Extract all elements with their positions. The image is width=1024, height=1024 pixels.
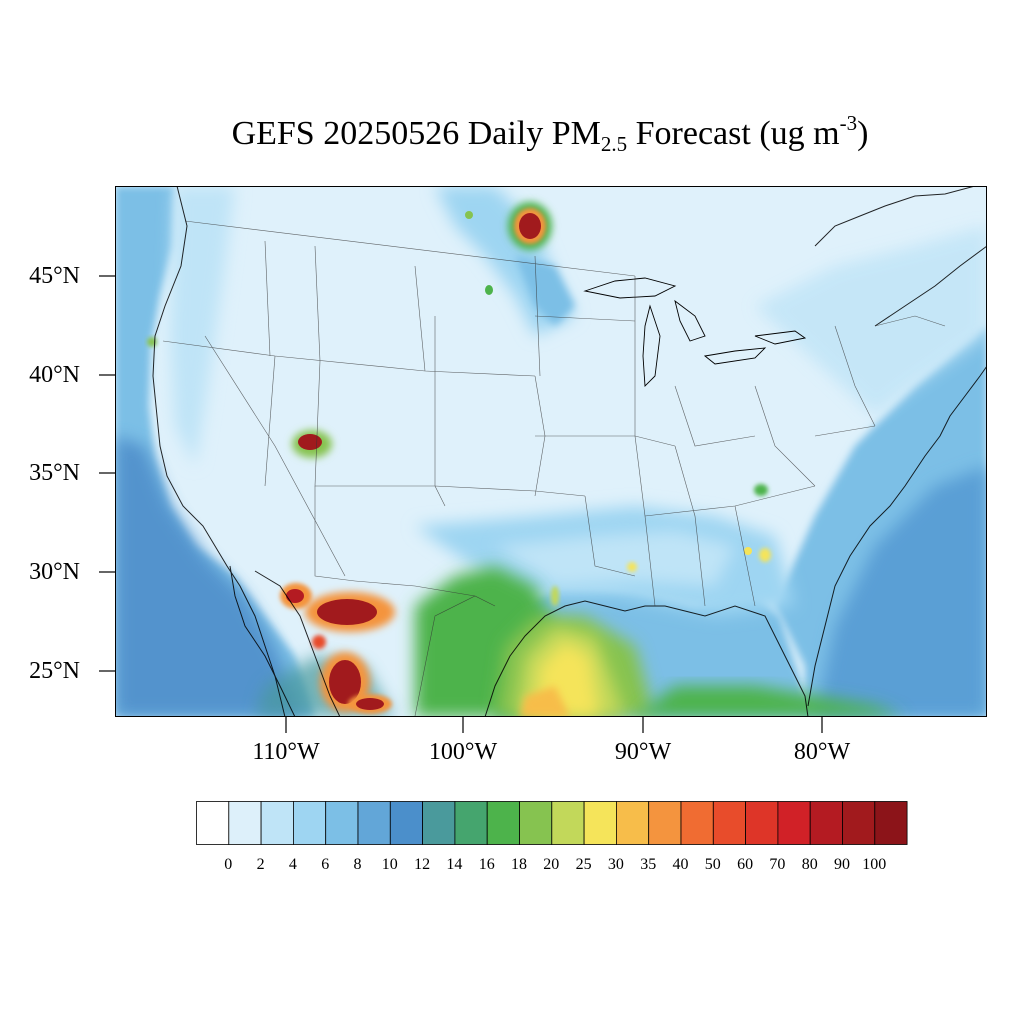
colorbar-label: 4 <box>288 856 297 873</box>
colorbar-swatch <box>551 801 585 845</box>
lon-label-110w: 110°W <box>252 739 320 765</box>
colorbar-swatch <box>842 801 876 845</box>
colorbar-swatch <box>293 801 327 845</box>
lon-label-90w: 90°W <box>614 739 672 765</box>
colorbar-swatch <box>648 801 682 845</box>
colorbar-swatch <box>486 801 520 845</box>
lat-label-30n: 30°N <box>29 559 80 585</box>
colorbar-label: 90 <box>834 856 850 873</box>
colorbar-label: 100 <box>862 856 887 873</box>
colorbar-label: 70 <box>769 856 786 873</box>
state-borders <box>162 220 946 717</box>
pm25-map <box>115 186 987 717</box>
colorbar-swatch <box>454 801 488 845</box>
lat-label-25n: 25°N <box>29 658 80 684</box>
lat-label-40n: 40°N <box>29 362 80 388</box>
colorbar-swatch <box>228 801 262 845</box>
colorbar-label: 30 <box>607 856 624 873</box>
colorbar <box>196 801 908 845</box>
lon-label-80w: 80°W <box>793 739 851 765</box>
colorbar-label: 50 <box>704 856 721 873</box>
colorbar-swatch <box>583 801 617 845</box>
colorbar-swatch <box>712 801 746 845</box>
colorbar-swatch <box>325 801 359 845</box>
colorbar-label: 25 <box>575 856 592 873</box>
lat-label-35n: 35°N <box>29 460 80 486</box>
colorbar-swatch <box>260 801 294 845</box>
title-closing: ) <box>857 115 869 152</box>
title-subscript: 2.5 <box>600 132 628 156</box>
colorbar-swatch <box>196 801 230 845</box>
lat-label-45n: 45°N <box>29 263 80 289</box>
colorbar-label: 10 <box>381 856 398 873</box>
colorbar-swatch <box>389 801 424 845</box>
colorbar-swatch <box>680 801 714 845</box>
great-lakes <box>583 277 807 388</box>
colorbar-label: 20 <box>543 856 560 873</box>
colorbar-label: 40 <box>672 856 689 873</box>
fire-hotspots <box>147 202 771 714</box>
colorbar-label: 18 <box>511 856 527 873</box>
title-units-text: Forecast (ug m <box>627 115 840 152</box>
colorbar-label: 35 <box>640 856 657 873</box>
colorbar-swatch <box>745 801 779 845</box>
colorbar-label: 2 <box>256 856 265 873</box>
colorbar-swatch <box>874 801 908 845</box>
colorbar-swatch <box>519 801 553 845</box>
colorbar-label: 80 <box>801 856 818 873</box>
colorbar-label: 6 <box>321 856 330 873</box>
colorbar-label: 14 <box>446 856 463 873</box>
colorbar-swatch <box>615 801 650 845</box>
colorbar-label: 8 <box>353 856 362 873</box>
colorbar-swatch <box>422 801 456 845</box>
coastlines <box>152 186 987 717</box>
lon-label-100w: 100°W <box>428 739 498 765</box>
map-title: GEFS 20250526 Daily PM2.5 Forecast (ug m… <box>0 112 1024 156</box>
title-superscript: -3 <box>839 111 858 135</box>
colorbar-swatch <box>357 801 391 845</box>
colorbar-label: 12 <box>414 856 431 873</box>
colorbar-swatch <box>809 801 843 845</box>
colorbar-label: 0 <box>224 856 233 873</box>
colorbar-label: 60 <box>737 856 754 873</box>
title-text: GEFS 20250526 Daily PM <box>231 115 601 152</box>
colorbar-swatch <box>777 801 811 845</box>
colorbar-label: 16 <box>478 856 495 873</box>
